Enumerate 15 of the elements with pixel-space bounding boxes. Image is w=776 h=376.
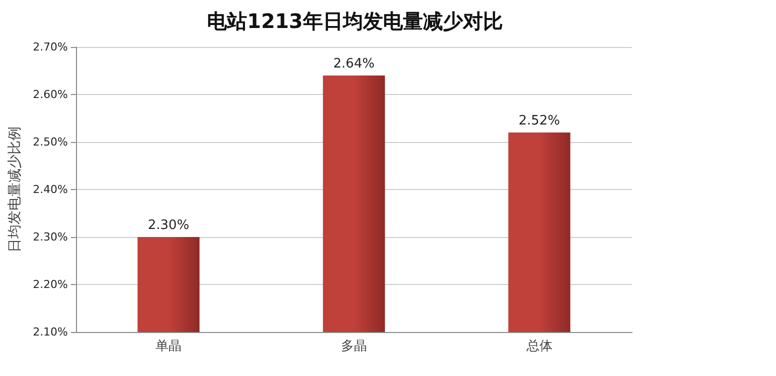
y-tick-label: 2.70% [32, 40, 68, 54]
data-label: 2.64% [333, 56, 375, 72]
chart-title: 电站1213年日均发电量减少对比 [207, 9, 503, 33]
y-tick-label: 2.50% [32, 136, 68, 148]
x-tick-label: 单晶 [156, 339, 182, 354]
y-tick-label: 2.20% [32, 278, 68, 291]
y-tick-label: 2.40% [32, 183, 68, 196]
data-label: 2.52% [518, 114, 560, 128]
x-tick-label: 总体 [525, 339, 552, 354]
y-tick-label: 2.10% [32, 326, 68, 338]
y-axis-title: 日均发电量减少比例 [7, 126, 23, 252]
data-label: 2.30% [148, 218, 190, 233]
x-tick-label: 多晶 [340, 339, 367, 354]
y-tick-label: 2.60% [32, 88, 68, 101]
y-tick-label: 2.30% [32, 230, 68, 244]
